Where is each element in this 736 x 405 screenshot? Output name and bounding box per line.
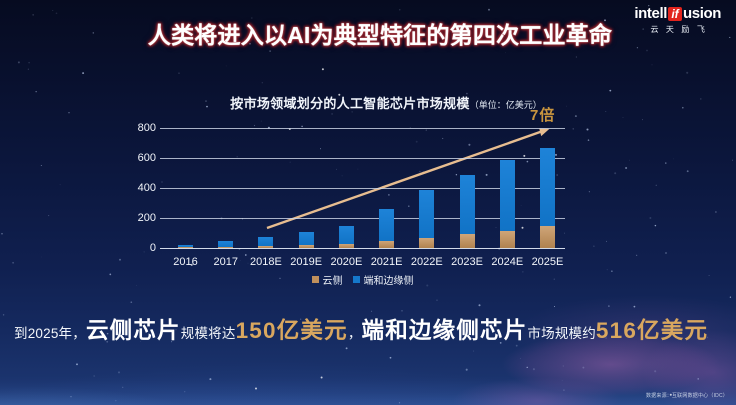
bar-segment-cloud-2019E (298, 245, 314, 248)
multiplier-annotation: 7倍 (530, 107, 556, 124)
legend-item-0: 云侧 (311, 272, 343, 287)
y-axis-label-200: 200 (137, 211, 156, 224)
bar-segment-cloud-2017 (218, 246, 234, 248)
x-axis-label-2017: 2017 (213, 256, 238, 268)
callout-part-6: 市场规模约 (527, 326, 596, 341)
bar-segment-edge-2022E (419, 189, 435, 238)
chart-unit-note: （单位：亿美元） (469, 100, 542, 110)
y-axis-label-0: 0 (149, 241, 156, 254)
x-axis-label-2024E: 2024E (491, 256, 524, 268)
logo-chinese-name: 云天励飞 (650, 25, 713, 34)
x-axis-label-2021E: 2021E (370, 256, 403, 268)
callout-part-7: 516亿美元 (595, 318, 709, 343)
callout-part-4: ， (347, 326, 362, 341)
bar-segment-edge-2021E (379, 209, 395, 241)
callout-part-0: 到2025年， (14, 326, 86, 341)
bar-2019E (298, 231, 314, 248)
callout-part-5: 端和边缘侧芯片 (361, 318, 528, 343)
x-axis-label-2018E: 2018E (250, 256, 282, 268)
x-axis-label-2023E: 2023E (451, 256, 483, 268)
bar-segment-cloud-2016 (178, 247, 193, 248)
legend-label-0: 云侧 (322, 276, 343, 287)
bar-segment-cloud-2021E (379, 240, 395, 248)
bar-segment-cloud-2022E (419, 237, 435, 248)
gridline-800 (160, 127, 565, 129)
callout-part-2: 规模将达 (180, 326, 236, 341)
chart-title: 按市场领域划分的人工智能芯片市场规模（单位：亿美元） (0, 93, 736, 113)
bar-2023E (459, 174, 475, 248)
chart-title-text: 按市场领域划分的人工智能芯片市场规模 (230, 96, 470, 111)
x-axis-label-2022E: 2022E (410, 256, 443, 268)
bar-2022E (419, 189, 435, 248)
gridline-0 (160, 247, 565, 249)
bar-2020E (338, 225, 354, 248)
x-axis-labels: 2016 2017 2018E 2019E 2020E 2021E 2022E 2023E 20… (160, 256, 565, 268)
bar-segment-edge-2019E (298, 231, 314, 245)
y-axis-label-600: 600 (137, 151, 156, 164)
bar-segment-edge-2016 (178, 245, 193, 248)
source-note: 数据来源：互联网数据中心（IDC） (645, 392, 728, 399)
bar-segment-cloud-2020E (338, 243, 354, 248)
bar-segment-cloud-2025E (539, 225, 555, 248)
callout-text: 到2025年， 云侧芯片 规模将达 150亿美元，端和边缘侧芯片 市场规模约 516亿美元 (14, 313, 736, 345)
legend-item-1: 端和边缘侧 (352, 272, 414, 287)
logo-text-mid: if (671, 7, 679, 21)
gridline-400 (160, 187, 565, 189)
x-axis-label-2025E: 2025E (531, 256, 564, 268)
y-axis-label-800: 800 (137, 121, 156, 134)
bar-2018E (258, 237, 274, 248)
x-axis-label-2019E: 2019E (290, 256, 323, 268)
callout-part-3: 150亿美元 (235, 318, 348, 343)
bar-segment-edge-2018E (258, 237, 274, 246)
y-axis-label-400: 400 (137, 181, 156, 194)
bar-segment-edge-2024E (499, 159, 515, 231)
logo-text-prefix: intell (634, 5, 667, 22)
legend-swatch-0 (311, 276, 319, 283)
gridline-200 (160, 217, 565, 219)
bar-2017 (218, 241, 234, 248)
logo-text-suffix: usion (683, 5, 721, 22)
bar-segment-edge-2023E (459, 174, 475, 234)
company-logo: intell if usion 云天励飞 (634, 5, 721, 35)
trend-arrow (266, 128, 550, 230)
x-axis-label-2020E: 2020E (330, 256, 363, 268)
callout-part-1: 云侧芯片 (85, 318, 181, 343)
bar-chart-plot-area: 0 200 400 600 800 (138, 122, 565, 253)
bar-2024E (499, 159, 515, 248)
legend-label-1: 端和边缘侧 (363, 276, 414, 287)
bar-segment-cloud-2018E (258, 245, 274, 248)
logo-wordmark: intell if usion (634, 5, 721, 22)
bar-2016 (178, 245, 193, 248)
bar-segment-edge-2017 (218, 241, 234, 247)
gridline-600 (160, 157, 565, 159)
x-axis-label-2016: 2016 (173, 256, 198, 268)
bar-2025E (539, 148, 555, 248)
bar-segment-edge-2020E (338, 225, 354, 244)
bar-2021E (379, 209, 395, 248)
legend-swatch-1 (352, 276, 360, 283)
bar-segment-cloud-2024E (499, 230, 515, 248)
chart-legend: 云侧 端和边缘侧 (160, 272, 565, 287)
bar-segment-cloud-2023E (459, 233, 475, 248)
logo-if-box: if (668, 7, 682, 21)
slide-title: 人类将进入以AI为典型特征的第四次工业革命 (147, 22, 613, 48)
bar-segment-edge-2025E (539, 148, 555, 226)
